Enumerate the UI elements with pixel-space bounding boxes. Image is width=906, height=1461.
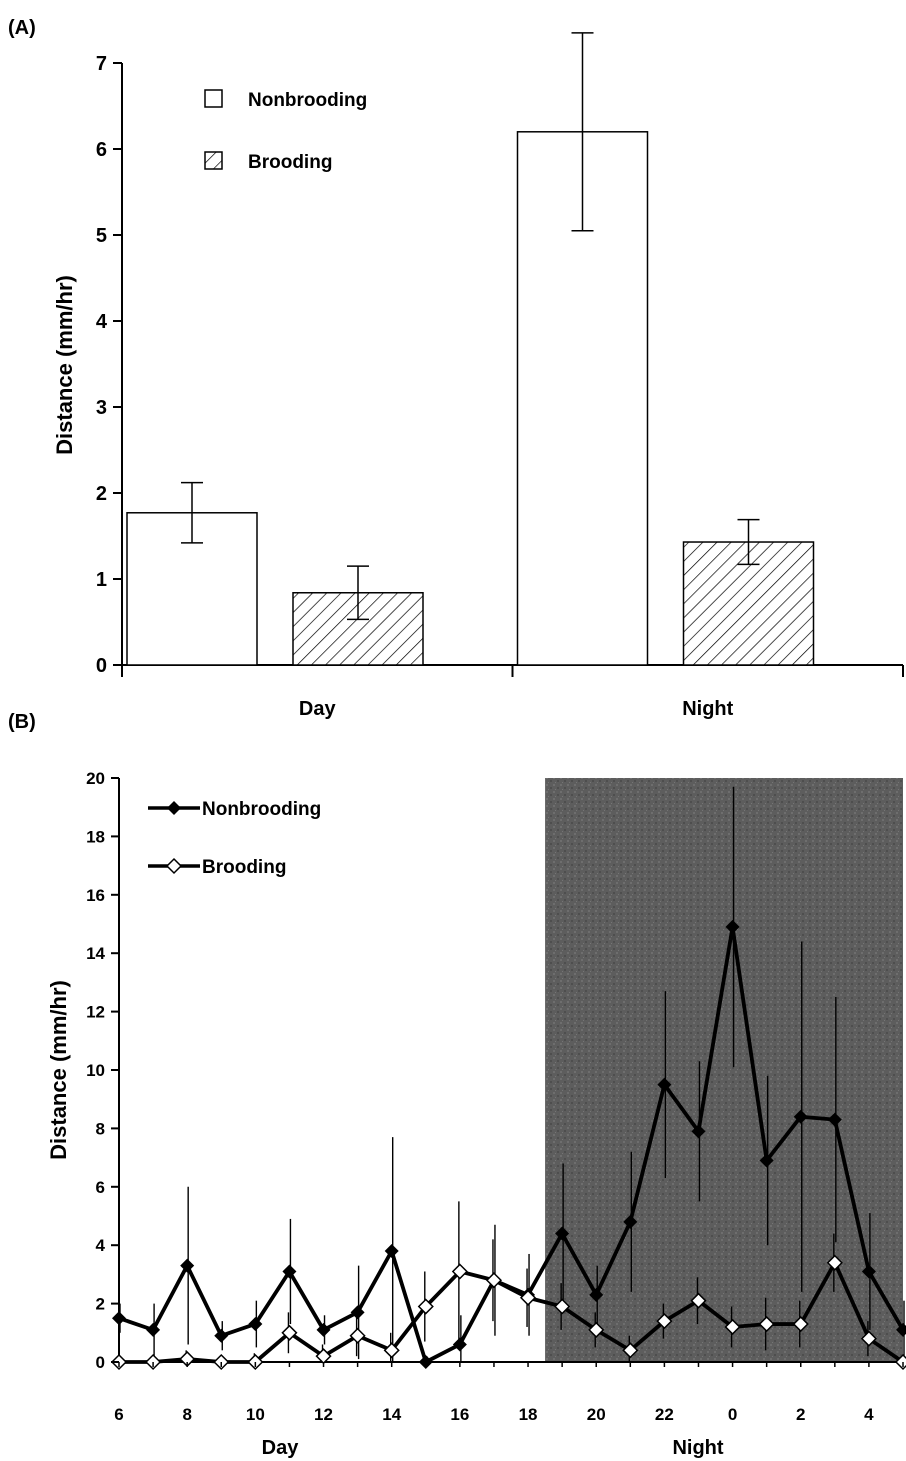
panel-a-x-tick-label: Night: [682, 698, 733, 720]
point-nonbrooding: [691, 1124, 706, 1139]
point-nonbrooding: [759, 1153, 774, 1168]
point-nonbrooding: [384, 1244, 399, 1259]
panel-a-bars: [126, 32, 815, 666]
point-nonbrooding: [214, 1328, 229, 1343]
legend-label-nonbrooding-b: Nonbrooding: [202, 799, 321, 820]
panel-b-y-tick-label: 4: [96, 1236, 106, 1255]
panel-b-x-tick-label: 14: [382, 1405, 401, 1424]
panel-b-night-shading: [545, 778, 903, 1362]
panel-a-y-tick-label: 1: [96, 569, 107, 591]
panel-b-x-tick-label: 20: [587, 1405, 606, 1424]
point-nonbrooding: [827, 1112, 842, 1127]
point-brooding: [860, 1330, 877, 1347]
point-brooding: [724, 1318, 741, 1336]
point-brooding: [758, 1315, 775, 1333]
panel-b-y-tick-label: 16: [86, 886, 105, 905]
panel-b-y-tick-label: 6: [96, 1178, 105, 1197]
panel-a-y-tick-label: 6: [96, 139, 107, 161]
panel-a: (A) Distance (mm/hr) 0 1 2 3 4 5 6 7 Day Night No…: [8, 17, 904, 720]
panel-b-period-label-night: Night: [672, 1437, 723, 1459]
point-nonbrooding: [112, 1311, 126, 1326]
point-brooding: [792, 1315, 809, 1333]
point-brooding: [826, 1254, 843, 1271]
point-nonbrooding: [452, 1337, 467, 1352]
point-nonbrooding: [555, 1226, 570, 1241]
panel-a-y-tick-label: 2: [96, 483, 107, 505]
legend-label-brooding: Brooding: [248, 152, 332, 173]
panel-a-x-tick-label: Day: [299, 698, 337, 720]
point-nonbrooding: [657, 1077, 672, 1092]
panel-b-x-tick-label: 16: [450, 1405, 469, 1424]
point-brooding: [383, 1342, 400, 1359]
panel-a-y-tick-label: 4: [96, 311, 108, 333]
panel-b-period-label-day: Day: [262, 1437, 300, 1459]
panel-a-legend: Nonbrooding Brooding: [204, 89, 367, 173]
point-nonbrooding: [896, 1322, 906, 1337]
panel-b-y-tick-label: 18: [86, 827, 105, 846]
panel-a-y-tick-label: 0: [96, 655, 107, 677]
panel-b-y-tick-label: 14: [86, 944, 105, 963]
panel-a-y-tick-label: 3: [96, 397, 107, 419]
panel-b-x-tick-label: 4: [864, 1405, 874, 1424]
point-nonbrooding: [725, 919, 740, 934]
point-nonbrooding: [316, 1322, 331, 1337]
panel-b-y-tick-label: 12: [86, 1003, 105, 1022]
legend-marker-brooding: [165, 857, 183, 875]
panel-b-x-tick-label: 6: [114, 1405, 123, 1424]
panel-a-ticks: 0 1 2 3 4 5 6 7 Day Night: [96, 53, 904, 720]
panel-b-y-tick-label: 0: [96, 1353, 105, 1372]
point-brooding: [690, 1292, 707, 1309]
panel-b-x-tick-label: 18: [519, 1405, 538, 1424]
point-nonbrooding: [623, 1214, 638, 1229]
panel-b-y-tick-label: 20: [86, 769, 105, 788]
bar-brooding-day: [292, 592, 424, 666]
panel-a-label: (A): [8, 17, 36, 39]
point-brooding: [417, 1298, 434, 1315]
point-brooding: [281, 1324, 298, 1341]
point-nonbrooding: [146, 1322, 161, 1337]
panel-a-y-tick-label: 7: [96, 53, 107, 75]
panel-b-x-tick-label: 22: [655, 1405, 674, 1424]
point-brooding: [622, 1342, 639, 1359]
panel-a-y-tick-label: 5: [96, 225, 107, 247]
point-brooding: [451, 1263, 468, 1280]
legend-label-brooding-b: Brooding: [202, 857, 286, 878]
legend-swatch-nonbrooding: [204, 89, 223, 108]
point-brooding: [519, 1289, 537, 1306]
point-brooding: [554, 1298, 571, 1315]
panel-b-x-tick-label: 10: [246, 1405, 265, 1424]
point-nonbrooding: [793, 1109, 808, 1124]
panel-b-y-tick-label: 10: [86, 1061, 105, 1080]
panel-a-y-axis-title: Distance (mm/hr): [52, 275, 77, 455]
point-brooding: [588, 1321, 605, 1338]
panel-b-y-tick-label: 2: [96, 1295, 105, 1314]
point-nonbrooding: [861, 1264, 876, 1279]
panel-b-y-axis-title: Distance (mm/hr): [46, 980, 71, 1160]
panel-b-x-tick-label: 8: [182, 1405, 191, 1424]
point-nonbrooding: [589, 1287, 604, 1302]
point-brooding: [349, 1327, 366, 1344]
panel-b-x-tick-label: 2: [796, 1405, 805, 1424]
panel-b-label: (B): [8, 711, 36, 733]
panel-b-x-tick-label: 12: [314, 1405, 333, 1424]
point-nonbrooding: [248, 1317, 263, 1332]
panel-b-ticks: 0 2 4 6 8 10 12 14 16 18 20 6 8 10 12 14 16 18 20 22 0 2 4 Day N…: [86, 769, 904, 1459]
point-brooding: [485, 1272, 503, 1289]
point-nonbrooding: [282, 1264, 297, 1279]
point-nonbrooding: [350, 1305, 365, 1320]
legend-swatch-brooding: [204, 151, 223, 170]
panel-b-y-tick-label: 8: [96, 1119, 105, 1138]
panel-b-legend: Nonbrooding Brooding: [148, 799, 321, 878]
point-brooding: [656, 1313, 673, 1330]
legend-marker-nonbrooding: [167, 801, 181, 815]
point-nonbrooding: [180, 1258, 195, 1273]
legend-label-nonbrooding: Nonbrooding: [248, 90, 367, 111]
panel-b-x-tick-label: 0: [728, 1405, 737, 1424]
